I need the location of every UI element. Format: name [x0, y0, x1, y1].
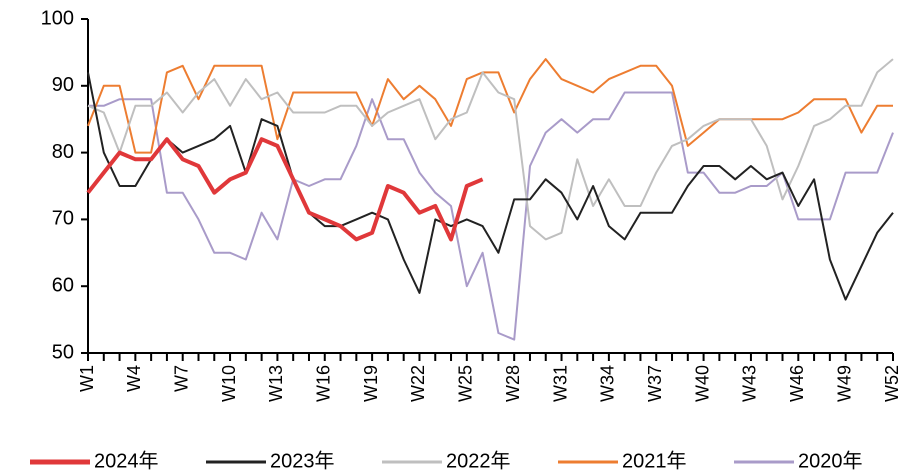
x-tick-label: W52 [882, 365, 901, 402]
x-tick-label: W31 [550, 365, 570, 402]
x-tick-label: W49 [834, 365, 854, 402]
x-tick-label: W34 [598, 365, 618, 402]
y-tick-label: 80 [52, 141, 74, 163]
legend-label: 2022年 [446, 449, 511, 472]
y-tick-label: 70 [52, 208, 74, 230]
x-tick-label: W46 [787, 365, 807, 402]
x-tick-label: W7 [171, 365, 191, 392]
legend-label: 2023年 [270, 449, 335, 472]
x-tick-label: W25 [456, 365, 476, 402]
x-tick-label: W28 [503, 365, 523, 402]
series-line [86, 137, 484, 242]
legend-label: 2024年 [94, 449, 159, 472]
x-tick-label: W1 [77, 365, 97, 392]
series-line [87, 72, 894, 301]
x-tick-label: W10 [219, 365, 239, 402]
x-tick-label: W40 [692, 365, 712, 402]
series-line [87, 58, 894, 241]
y-tick-label: 100 [41, 7, 74, 29]
x-tick-label: W43 [740, 365, 760, 402]
legend-label: 2020年 [798, 449, 863, 472]
y-tick-label: 90 [52, 74, 74, 96]
series-line [88, 91, 894, 341]
y-tick-label: 60 [52, 274, 74, 296]
x-tick-label: W37 [645, 365, 665, 402]
legend-label: 2021年 [622, 449, 687, 472]
x-tick-label: W22 [408, 365, 428, 402]
series-line [87, 58, 893, 154]
x-tick-label: W19 [361, 365, 381, 402]
x-tick-label: W13 [266, 365, 286, 402]
y-tick-label: 50 [52, 341, 74, 363]
x-tick-label: W16 [314, 365, 334, 402]
x-tick-label: W4 [124, 365, 144, 392]
